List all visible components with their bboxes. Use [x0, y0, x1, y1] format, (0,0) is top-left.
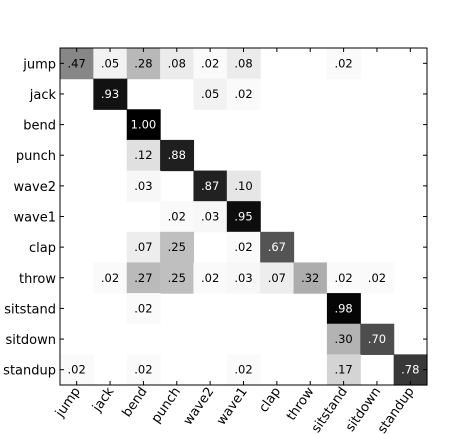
- cell-value-label: .08: [168, 56, 186, 70]
- cell-value-label: .12: [134, 148, 152, 162]
- y-tick-label: sitdown: [5, 333, 56, 348]
- cell-value-label: .28: [134, 56, 152, 70]
- y-tick-label: bend: [23, 119, 56, 134]
- cell-value-label: .02: [368, 271, 386, 285]
- cell-value-label: .02: [234, 87, 252, 101]
- x-tick-label: punch: [149, 385, 184, 426]
- cell-value-label: .02: [201, 56, 219, 70]
- cell-value-label: .05: [201, 87, 219, 101]
- cell-value-label: .08: [234, 56, 252, 70]
- cell-value-label: .02: [134, 363, 152, 377]
- cell-value-label: .88: [168, 148, 186, 162]
- y-axis-tick-labels: jump jack bend punch wave2 wave1 clap throw sits…: [3, 57, 56, 378]
- cell-value-label: .07: [268, 271, 286, 285]
- cell-value-label: .02: [334, 271, 352, 285]
- cell-value-label: .03: [234, 271, 252, 285]
- cell-value-label: .70: [368, 332, 386, 346]
- cell-value-label: .47: [68, 56, 86, 70]
- cell-value-label: .67: [268, 240, 286, 254]
- cell-value-label: .25: [168, 271, 186, 285]
- y-tick-label: standup: [3, 364, 56, 379]
- cell-value-label: 1.00: [131, 118, 157, 132]
- cell-value-label: .98: [334, 301, 352, 315]
- y-tick-label: wave2: [13, 180, 56, 195]
- cell-value-label: .02: [201, 271, 219, 285]
- cell-value-label: .93: [101, 87, 119, 101]
- cell-value-label: .02: [134, 301, 152, 315]
- x-tick-label: throw: [284, 384, 318, 423]
- x-tick-label: bend: [120, 385, 151, 420]
- y-tick-label: jump: [22, 57, 56, 72]
- cell-value-label: .02: [101, 271, 119, 285]
- y-tick-label: throw: [19, 272, 56, 287]
- cell-value-label: .02: [234, 363, 252, 377]
- cell-value-label: .03: [134, 179, 152, 193]
- y-tick-label: clap: [29, 241, 56, 256]
- x-tick-label: clap: [256, 385, 284, 416]
- x-tick-label: jump: [52, 385, 84, 421]
- y-tick-label: punch: [16, 149, 56, 164]
- x-tick-label: wave1: [214, 385, 251, 428]
- cell-value-label: .02: [68, 363, 86, 377]
- cell-value-label: .02: [334, 56, 352, 70]
- cell-value-label: .25: [168, 240, 186, 254]
- cell-value-label: .10: [234, 179, 252, 193]
- cell-value-label: .03: [201, 210, 219, 224]
- y-tick-label: jack: [29, 88, 57, 103]
- cell-value-label: .02: [234, 240, 252, 254]
- cell-value-label: .87: [201, 179, 219, 193]
- x-tick-label: jack: [89, 384, 117, 415]
- cell-value-label: .30: [334, 332, 352, 346]
- cell-value-label: .07: [134, 240, 152, 254]
- cell-value-label: .27: [134, 271, 152, 285]
- y-tick-label: wave1: [13, 211, 56, 226]
- x-tick-label: wave2: [181, 385, 218, 428]
- cell-value-label: .02: [168, 210, 186, 224]
- y-tick-label: sitstand: [4, 302, 56, 317]
- cell-value-label: .78: [401, 363, 419, 377]
- cell-value-label: .95: [234, 210, 252, 224]
- cell-value-label: .17: [334, 363, 352, 377]
- cell-value-label: .05: [101, 56, 119, 70]
- cell-value-label: .32: [301, 271, 319, 285]
